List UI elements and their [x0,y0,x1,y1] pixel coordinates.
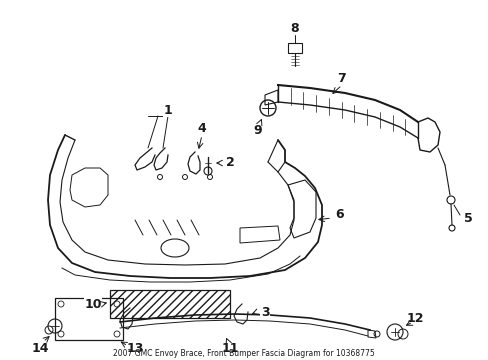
Text: 12: 12 [406,311,423,324]
Text: 3: 3 [260,306,269,319]
Text: 8: 8 [290,22,299,35]
Text: 10: 10 [84,297,102,310]
Text: 2007 GMC Envoy Brace, Front Bumper Fascia Diagram for 10368775: 2007 GMC Envoy Brace, Front Bumper Fasci… [113,349,374,358]
Text: 9: 9 [253,123,262,136]
Text: 14: 14 [31,342,49,355]
Text: 4: 4 [197,122,206,135]
Text: 7: 7 [337,72,346,85]
Text: 13: 13 [126,342,143,355]
Text: 2: 2 [225,157,234,170]
Text: 5: 5 [463,211,471,225]
Text: 11: 11 [221,342,238,355]
Text: 6: 6 [335,208,344,221]
Text: 1: 1 [163,104,172,117]
